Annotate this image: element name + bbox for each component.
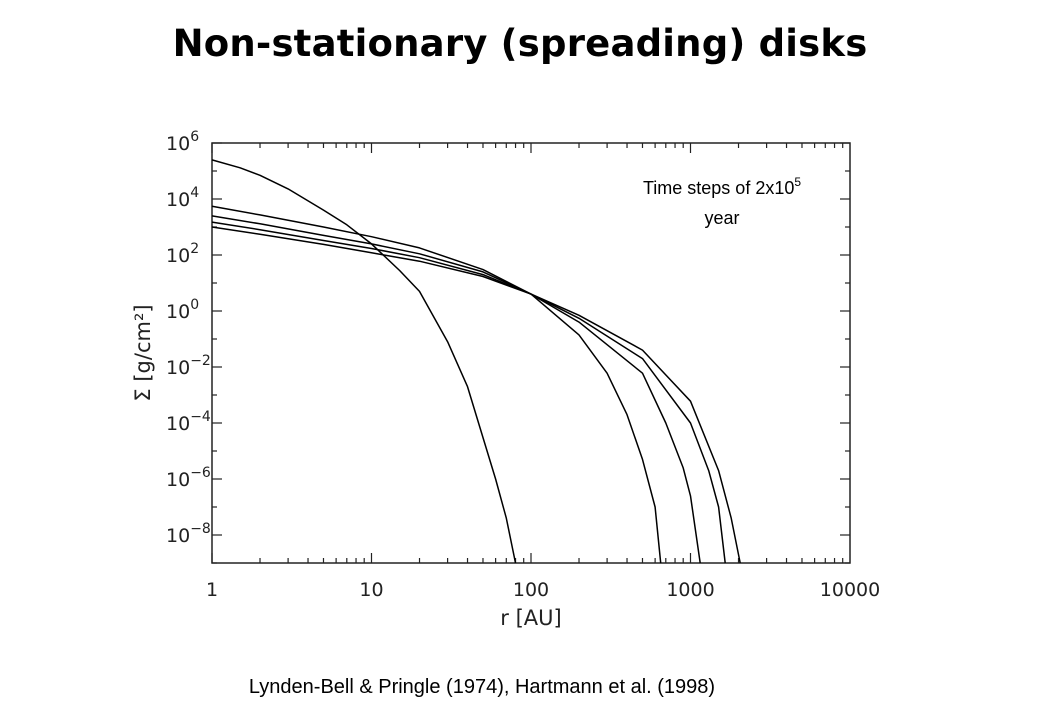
y-tick-label: 100 xyxy=(166,297,199,323)
series-line-5 xyxy=(211,226,741,564)
y-tick-label: 10−6 xyxy=(166,465,211,491)
x-tick-label: 10 xyxy=(359,579,383,601)
y-tick-label: 104 xyxy=(166,185,199,211)
x-axis-label: r [AU] xyxy=(500,606,561,630)
y-tick-label: 10−8 xyxy=(166,521,211,547)
y-tick-label: 102 xyxy=(166,241,199,267)
x-tick-label: 1000 xyxy=(666,579,714,601)
plot-frame xyxy=(211,142,851,564)
x-tick-label: 1 xyxy=(206,579,218,601)
line-chart: 1 10 100 1000 10000 106 104 102 100 10−2 10−4 10−6 1… xyxy=(131,129,880,630)
annotation-time-steps: Time steps of 2x105 xyxy=(643,175,801,198)
y-tick-label: 10−2 xyxy=(166,353,211,379)
y-tick-label: 106 xyxy=(166,129,199,155)
y-axis-label: Σ [g/cm²] xyxy=(131,304,155,401)
series-line-2 xyxy=(211,205,662,564)
series-line-1 xyxy=(211,159,517,564)
y-tick-label: 10−4 xyxy=(166,409,211,435)
annotation-year: year xyxy=(704,208,739,228)
citation: Lynden-Bell & Pringle (1974), Hartmann e… xyxy=(248,676,716,698)
x-tick-label: 10000 xyxy=(820,579,880,601)
slide-title: Non-stationary (spreading) disks xyxy=(172,22,868,65)
x-tick-label: 100 xyxy=(513,579,549,601)
